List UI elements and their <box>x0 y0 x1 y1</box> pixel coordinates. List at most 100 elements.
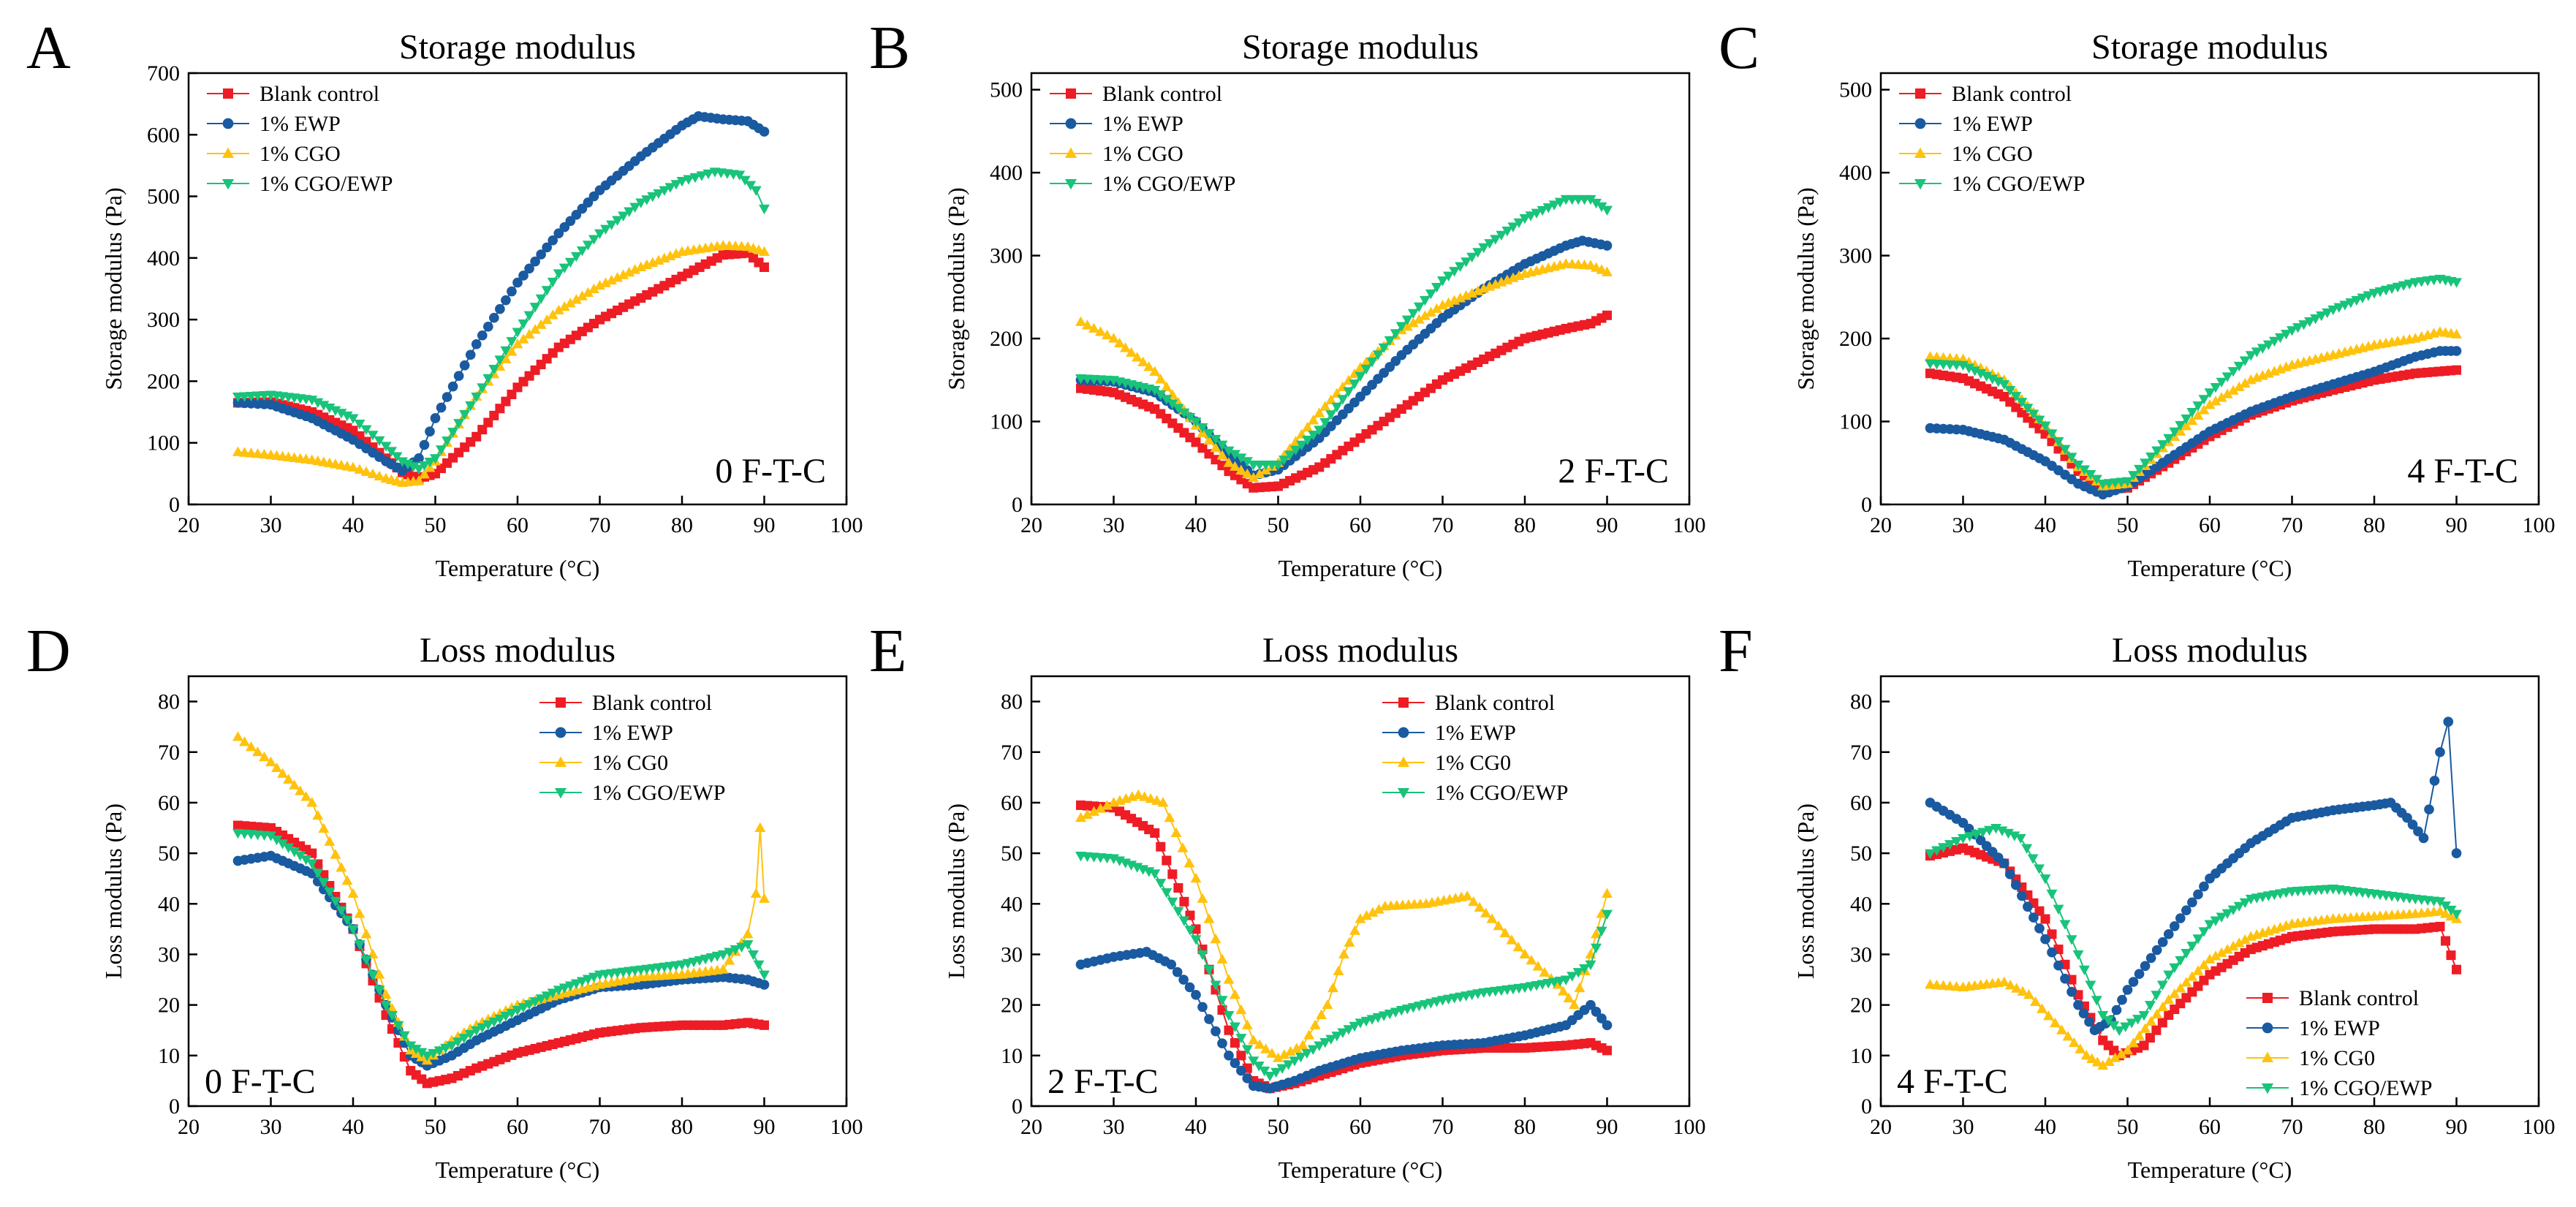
data-point <box>336 906 347 916</box>
data-point <box>736 942 748 953</box>
data-point <box>1519 214 1531 224</box>
data-point <box>1137 356 1149 367</box>
data-point <box>1314 407 1325 417</box>
data-point <box>541 286 553 296</box>
data-point <box>542 242 553 253</box>
data-point <box>482 321 493 332</box>
data-point <box>759 980 770 990</box>
x-tick-label: 50 <box>1268 513 1289 537</box>
data-point <box>1378 343 1390 354</box>
data-point <box>2085 470 2096 480</box>
x-tick-label: 50 <box>425 513 447 537</box>
data-point <box>436 402 447 413</box>
panel-e: E Loss modulus 20 30 40 50 60 70 80 90 100 0 10 20 30 4… <box>869 617 1706 1183</box>
data-point <box>2452 365 2461 375</box>
data-point <box>1102 800 1113 810</box>
data-point <box>659 186 670 196</box>
data-point <box>2157 440 2169 450</box>
data-point <box>588 235 599 245</box>
data-point <box>2169 963 2181 974</box>
y-tick-label: 200 <box>147 369 180 393</box>
y-axis-label: Storage modulus (Pa) <box>943 187 969 390</box>
data-point <box>2175 913 2186 923</box>
y-tick-label: 400 <box>1839 161 1872 185</box>
plot-frame <box>187 72 848 506</box>
data-point <box>2440 908 2451 918</box>
data-point <box>2186 408 2198 418</box>
data-point <box>306 797 318 807</box>
data-point <box>2429 776 2440 786</box>
data-point <box>1602 266 1613 276</box>
data-point <box>1082 809 1093 820</box>
data-point <box>2138 1010 2150 1021</box>
data-point <box>1372 350 1384 360</box>
data-point <box>300 791 312 801</box>
series-group <box>1925 274 2462 500</box>
data-point <box>2233 937 2245 947</box>
data-point <box>277 839 289 850</box>
data-point <box>2216 947 2227 958</box>
data-point <box>507 286 517 297</box>
data-point <box>2452 964 2461 975</box>
data-point <box>535 294 547 305</box>
data-point <box>374 470 385 481</box>
data-point <box>523 328 535 339</box>
x-tick-label: 50 <box>425 1115 447 1139</box>
data-point <box>1319 1038 1331 1048</box>
data-point <box>1236 1065 1246 1076</box>
data-point <box>2128 471 2140 481</box>
data-point <box>2145 452 2157 463</box>
legend-marker <box>1398 697 1409 708</box>
legend: Blank control 1% EWP 1% CGO 1% CGO/EWP <box>207 82 393 196</box>
data-point <box>283 843 295 854</box>
data-point <box>1349 925 1360 935</box>
data-point <box>2233 901 2245 912</box>
data-point <box>477 330 488 341</box>
data-point <box>1366 357 1378 368</box>
data-point <box>2034 906 2045 916</box>
data-point <box>283 773 295 784</box>
data-point <box>1303 1029 1315 1040</box>
data-point <box>1235 464 1247 475</box>
data-point <box>1964 832 1975 842</box>
data-point <box>547 309 558 319</box>
data-point <box>1167 399 1178 409</box>
data-point <box>724 955 735 965</box>
data-point <box>1355 913 1366 923</box>
data-point <box>1944 840 1955 850</box>
data-point <box>739 175 751 186</box>
data-point <box>1996 826 2008 836</box>
data-point <box>702 169 714 180</box>
data-point <box>1443 271 1455 281</box>
data-point <box>442 392 452 402</box>
data-point <box>2067 986 2077 997</box>
data-point <box>453 419 465 429</box>
data-point <box>265 831 276 841</box>
panel-letter: F <box>1719 617 1753 685</box>
data-point <box>367 468 379 479</box>
panel-letter: D <box>26 617 71 685</box>
data-point <box>1197 950 1208 961</box>
data-point <box>742 940 754 950</box>
data-point <box>471 1026 482 1037</box>
x-tick-label: 60 <box>2199 1115 2221 1139</box>
data-point <box>2059 444 2071 455</box>
data-point <box>1260 1043 1272 1053</box>
data-point <box>2187 897 2197 908</box>
y-tick-label: 500 <box>147 185 180 209</box>
x-tick-label: 30 <box>1952 1115 1974 1139</box>
data-point <box>742 928 754 939</box>
annotation-label: 0 F-T-C <box>715 452 826 491</box>
y-tick-label: 300 <box>1839 244 1872 268</box>
data-point <box>1302 421 1314 432</box>
data-point <box>367 970 379 980</box>
data-point <box>536 249 546 260</box>
data-point <box>1266 1048 1278 1058</box>
data-point <box>380 442 392 452</box>
data-point <box>2169 988 2181 999</box>
y-tick-label: 10 <box>1850 1044 1872 1068</box>
data-point <box>1173 404 1184 414</box>
data-point <box>1075 811 1086 822</box>
data-point <box>1184 982 1195 993</box>
